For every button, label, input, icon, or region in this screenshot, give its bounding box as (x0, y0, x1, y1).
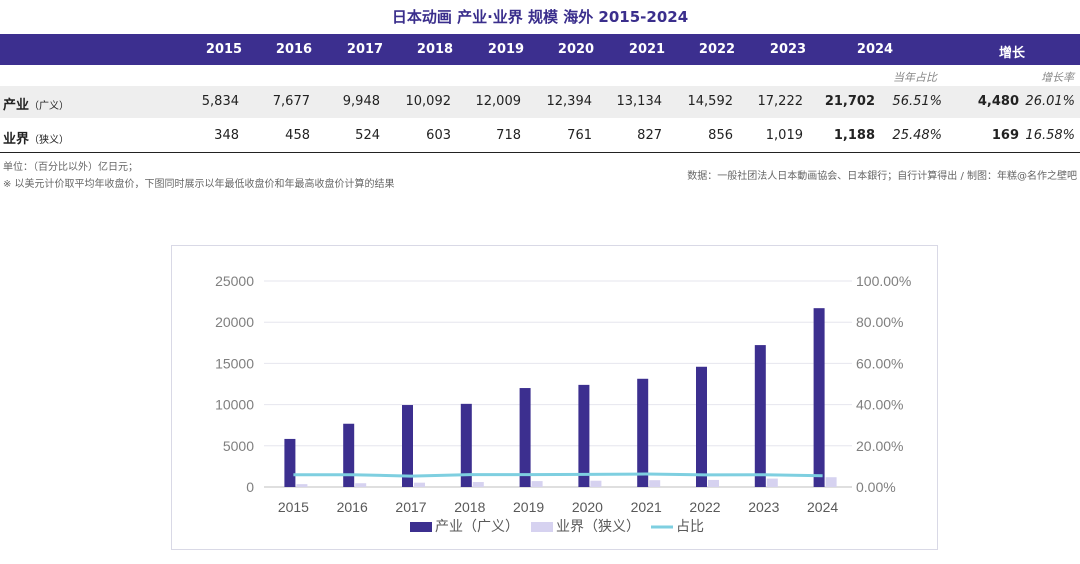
bar-sector (649, 480, 661, 487)
x-tick-label: 2024 (807, 499, 838, 515)
bar-industry (343, 423, 355, 487)
table-cell: 17,222 (757, 94, 804, 109)
year-header: 2018 (416, 42, 454, 57)
table-cell: 458 (285, 128, 310, 143)
y2-tick-label: 20.00% (856, 438, 903, 454)
x-tick-label: 2020 (572, 499, 603, 515)
bar-sector (766, 478, 778, 487)
y-tick-label: 10000 (215, 397, 254, 413)
table-cell: 7,677 (272, 94, 310, 109)
year-header: 2017 (346, 42, 384, 57)
bar-sector (708, 479, 719, 487)
x-tick-label: 2019 (513, 499, 544, 515)
chart-container: 0 5000 10000 15000 20000 25000 0.00% 20.00% 40.0… (171, 245, 938, 550)
combo-chart: 0 5000 10000 15000 20000 25000 0.00% 20.00% 40.0… (215, 273, 911, 535)
legend-label-sector: 业界（狭义） (556, 519, 640, 535)
legend-swatch-sector (531, 522, 553, 532)
table-cell: 21,702 (824, 94, 875, 109)
unit-note: 单位：（百分比以外）亿日元； (3, 162, 138, 173)
x-tick-label: 2017 (395, 499, 426, 515)
growth-cell: 4,480 (977, 94, 1019, 109)
share-line (293, 472, 823, 478)
y-tick-label: 5000 (223, 438, 254, 454)
bar-sector (414, 482, 425, 487)
bar-sector (590, 480, 602, 487)
table-cell: 856 (708, 128, 733, 143)
page-title: 日本动画 产业·业界 规模 海外 2015-2024 (391, 8, 689, 26)
bar-industry (578, 384, 590, 487)
table-cell: 14,592 (687, 94, 734, 109)
share-subheader: 当年占比 (893, 71, 937, 84)
bar-industry (813, 308, 825, 487)
table-header: 2015 2016 2017 2018 2019 2020 2021 2022 … (0, 34, 1080, 65)
share-cell: 25.48% (892, 128, 942, 143)
y2-tick-label: 0.00% (856, 479, 896, 495)
table-cell: 5,834 (201, 94, 239, 109)
year-header: 2023 (769, 42, 807, 57)
year-header: 2015 (205, 42, 243, 57)
legend-label-share: 占比 (676, 519, 704, 535)
table-row: 业界（狭义） 348 458 524 603 718 761 827 856 1… (0, 120, 1080, 153)
x-tick-label: 2023 (748, 499, 779, 515)
y2-tick-label: 80.00% (856, 314, 903, 330)
bar-industry (284, 438, 296, 487)
growth-cell: 169 (991, 128, 1019, 143)
y-tick-label: 15000 (215, 355, 254, 371)
method-note: ※ 以美元计价取平均年收盘价，下图同时展示以年最低收盘价和年最高收盘价计算的结果 (3, 179, 395, 190)
legend-swatch-industry (410, 522, 432, 532)
y-tick-label: 20000 (215, 314, 254, 330)
x-tick-label: 2016 (337, 499, 368, 515)
growth-rate-subheader: 增长率 (1041, 71, 1074, 84)
table-cell: 12,009 (475, 94, 522, 109)
table-cell: 12,394 (546, 94, 593, 109)
bar-industry (754, 345, 766, 487)
x-tick-label: 2015 (278, 499, 309, 515)
bar-industry (519, 388, 531, 487)
y2-tick-label: 100.00% (856, 273, 911, 289)
year-header: 2016 (275, 42, 313, 57)
table-cell: 9,948 (342, 94, 380, 109)
growth-rate-cell: 26.01% (1025, 94, 1075, 109)
year-header: 2021 (628, 42, 666, 57)
table-cell: 348 (214, 128, 239, 143)
y2-tick-label: 60.00% (856, 355, 903, 371)
legend-label-industry: 产业（广义） (435, 519, 519, 535)
growth-header: 增长 (998, 46, 1025, 61)
table-cell: 13,134 (616, 94, 663, 109)
table-cell: 10,092 (405, 94, 452, 109)
bar-industry (696, 366, 707, 487)
table-cell: 718 (496, 128, 521, 143)
source-note: 数据：一般社团法人日本動画協会、日本銀行；自行计算得出 / 制图：年糕@名作之壁… (687, 171, 1077, 182)
table-cell: 524 (355, 128, 380, 143)
table-cell: 761 (567, 128, 592, 143)
bar-industry (402, 405, 413, 487)
bar-sector (472, 482, 484, 487)
bar-sector (825, 477, 837, 487)
table-cell: 827 (637, 128, 662, 143)
table-row: 产业（广义） 5,834 7,677 9,948 10,092 12,009 1… (0, 86, 1080, 118)
year-header: 2022 (698, 42, 736, 57)
y2-tick-label: 40.00% (856, 397, 903, 413)
year-header: 2020 (557, 42, 595, 57)
bar-sector (531, 481, 543, 487)
x-tick-label: 2018 (454, 499, 485, 515)
bar-industry (637, 378, 649, 487)
y-tick-label: 25000 (215, 273, 254, 289)
x-tick-label: 2021 (631, 499, 662, 515)
year-header: 2024 (856, 42, 894, 57)
x-tick-label: 2022 (689, 499, 720, 515)
y-tick-label: 0 (246, 479, 254, 495)
table-cell: 1,019 (765, 128, 803, 143)
growth-rate-cell: 16.58% (1025, 128, 1075, 143)
row-label: 产业（广义） (3, 98, 70, 113)
bar-sector (355, 483, 367, 487)
bar-industry (460, 403, 472, 487)
table-cell: 603 (426, 128, 451, 143)
bar-sector (296, 484, 308, 487)
year-header: 2019 (487, 42, 525, 57)
share-cell: 56.51% (892, 94, 942, 109)
row-label: 业界（狭义） (3, 132, 70, 147)
table-cell: 1,188 (833, 128, 875, 143)
